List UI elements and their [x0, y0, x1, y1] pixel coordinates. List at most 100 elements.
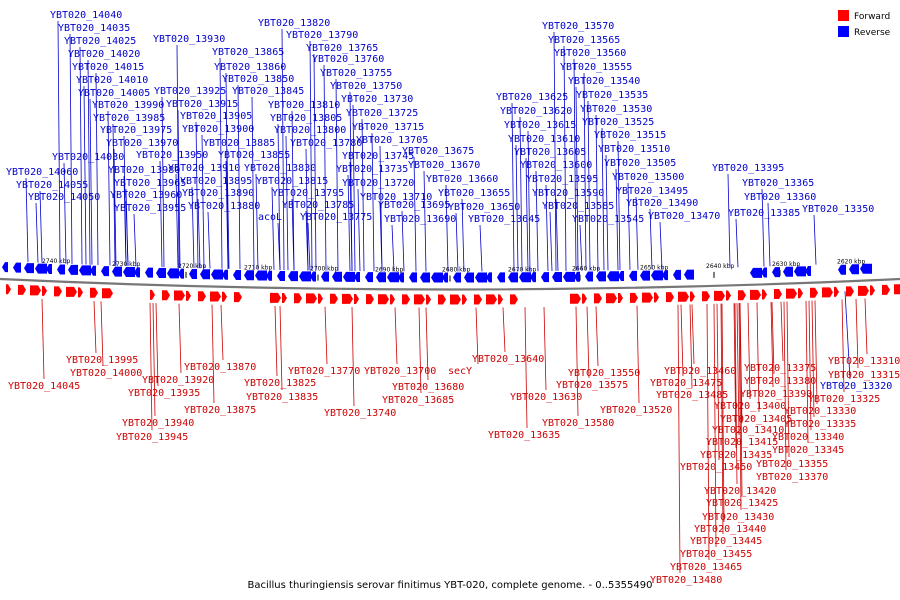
forward-gene-feature[interactable] [762, 289, 767, 300]
reverse-gene-label[interactable]: YBT020_13675 [402, 146, 474, 157]
reverse-gene-label[interactable]: YBT020_13385 [728, 208, 800, 219]
forward-gene-feature[interactable] [486, 294, 497, 305]
reverse-gene-feature[interactable] [277, 270, 285, 281]
forward-gene-label[interactable]: YBT020_13835 [246, 392, 318, 403]
reverse-gene-feature[interactable] [35, 263, 47, 274]
reverse-gene-feature[interactable] [409, 272, 417, 283]
forward-gene-feature[interactable] [282, 293, 287, 304]
reverse-gene-label[interactable]: YBT020_13350 [802, 204, 874, 215]
forward-gene-feature[interactable] [414, 294, 425, 305]
reverse-gene-feature[interactable] [805, 265, 811, 276]
reverse-gene-feature[interactable] [365, 272, 373, 283]
forward-gene-feature[interactable] [750, 289, 761, 300]
reverse-gene-label[interactable]: YBT020_13790 [286, 30, 358, 41]
reverse-gene-label[interactable]: YBT020_13960 [110, 190, 182, 201]
forward-gene-label[interactable]: YBT020_13640 [472, 354, 544, 365]
reverse-gene-label[interactable]: YBT020_13655 [438, 188, 510, 199]
forward-gene-feature[interactable] [234, 292, 242, 303]
reverse-gene-label[interactable]: YBT020_14035 [58, 23, 130, 34]
forward-gene-feature[interactable] [594, 293, 602, 304]
reverse-gene-feature[interactable] [673, 269, 681, 280]
forward-gene-feature[interactable] [774, 289, 782, 300]
reverse-gene-label[interactable]: YBT020_13955 [114, 203, 186, 214]
reverse-gene-label[interactable]: YBT020_13570 [542, 21, 614, 32]
reverse-gene-label[interactable]: YBT020_13620 [500, 106, 572, 117]
reverse-gene-label[interactable]: YBT020_13505 [604, 158, 676, 169]
reverse-gene-label[interactable]: YBT020_13915 [166, 99, 238, 110]
reverse-gene-label[interactable]: YBT020_13980 [108, 165, 180, 176]
reverse-gene-label[interactable]: YBT020_13590 [532, 188, 604, 199]
reverse-gene-feature[interactable] [431, 272, 443, 283]
forward-gene-feature[interactable] [42, 285, 47, 296]
forward-gene-feature[interactable] [90, 287, 98, 298]
reverse-gene-feature[interactable] [288, 271, 298, 282]
forward-gene-feature[interactable] [450, 294, 461, 305]
reverse-gene-label[interactable]: YBT020_13965 [114, 178, 186, 189]
reverse-gene-feature[interactable] [332, 271, 342, 282]
reverse-gene-label[interactable]: YBT020_14055 [16, 180, 88, 191]
forward-gene-label[interactable]: YBT020_13685 [382, 395, 454, 406]
reverse-gene-label[interactable]: YBT020_13625 [496, 92, 568, 103]
reverse-gene-label[interactable]: YBT020_14060 [6, 167, 78, 178]
reverse-gene-feature[interactable] [783, 266, 793, 277]
forward-gene-feature[interactable] [30, 285, 41, 296]
forward-gene-label[interactable]: YBT020_13375 [744, 363, 816, 374]
reverse-gene-label[interactable]: YBT020_13970 [106, 138, 178, 149]
forward-gene-label[interactable]: YBT020_13335 [784, 419, 856, 430]
forward-gene-feature[interactable] [222, 291, 227, 302]
forward-gene-label[interactable]: YBT020_13825 [244, 378, 316, 389]
reverse-gene-feature[interactable] [101, 266, 109, 277]
reverse-gene-feature[interactable] [662, 270, 668, 281]
forward-gene-label[interactable]: YBT020_13400 [714, 401, 786, 412]
forward-gene-feature[interactable] [354, 294, 359, 305]
reverse-gene-label[interactable]: YBT020_14040 [50, 10, 122, 21]
reverse-gene-feature[interactable] [519, 272, 531, 283]
forward-gene-feature[interactable] [510, 294, 518, 305]
reverse-gene-feature[interactable] [13, 262, 21, 273]
reverse-gene-label[interactable]: YBT020_13565 [548, 35, 620, 46]
reverse-gene-feature[interactable] [640, 270, 650, 281]
forward-gene-label[interactable]: YBT020_13450 [680, 462, 752, 473]
reverse-gene-label[interactable]: YBT020_13815 [256, 176, 328, 187]
forward-gene-label[interactable]: YBT020_13435 [700, 450, 772, 461]
forward-gene-label[interactable]: YBT020_13870 [184, 362, 256, 373]
reverse-gene-label[interactable]: YBT020_13895 [180, 176, 252, 187]
reverse-gene-feature[interactable] [134, 267, 140, 278]
reverse-gene-label[interactable]: YBT020_13785 [282, 200, 354, 211]
reverse-gene-label[interactable]: YBT020_13880 [188, 201, 260, 212]
reverse-gene-feature[interactable] [178, 268, 184, 279]
forward-gene-feature[interactable] [858, 285, 869, 296]
forward-gene-feature[interactable] [618, 293, 623, 304]
reverse-gene-feature[interactable] [310, 271, 316, 282]
forward-gene-label[interactable]: YBT020_14000 [70, 368, 142, 379]
forward-gene-label[interactable]: YBT020_13340 [772, 432, 844, 443]
reverse-gene-label[interactable]: YBT020_14005 [78, 88, 150, 99]
reverse-gene-label[interactable]: YBT020_13930 [153, 34, 225, 45]
reverse-gene-label[interactable]: YBT020_13720 [342, 178, 414, 189]
reverse-gene-feature[interactable] [145, 267, 153, 278]
forward-gene-label[interactable]: YBT020_13475 [650, 378, 722, 389]
forward-gene-label[interactable]: YBT020_13465 [670, 562, 742, 573]
reverse-gene-feature[interactable] [772, 267, 780, 278]
forward-gene-feature[interactable] [198, 291, 206, 302]
reverse-gene-feature[interactable] [222, 269, 228, 280]
forward-gene-feature[interactable] [822, 287, 833, 298]
reverse-gene-feature[interactable] [552, 271, 562, 282]
forward-gene-feature[interactable] [6, 284, 11, 295]
reverse-gene-label[interactable]: YBT020_13365 [742, 178, 814, 189]
reverse-gene-label[interactable]: YBT020_13750 [330, 81, 402, 92]
reverse-gene-label[interactable]: YBT020_13745 [342, 151, 414, 162]
reverse-gene-label[interactable]: YBT020_14020 [68, 49, 140, 60]
forward-gene-label[interactable]: YBT020_13415 [706, 437, 778, 448]
forward-gene-feature[interactable] [462, 294, 467, 305]
reverse-gene-feature[interactable] [189, 268, 197, 279]
reverse-gene-feature[interactable] [442, 272, 448, 283]
forward-gene-feature[interactable] [630, 292, 638, 303]
reverse-gene-label[interactable]: YBT020_13705 [356, 135, 428, 146]
forward-gene-label[interactable]: YBT020_13875 [184, 405, 256, 416]
reverse-gene-label[interactable]: YBT020_13885 [203, 138, 275, 149]
reverse-gene-label[interactable]: YBT020_13615 [504, 120, 576, 131]
reverse-gene-label[interactable]: YBT020_13845 [232, 86, 304, 97]
forward-gene-feature[interactable] [270, 292, 281, 303]
reverse-gene-label[interactable]: YBT020_13715 [352, 122, 424, 133]
